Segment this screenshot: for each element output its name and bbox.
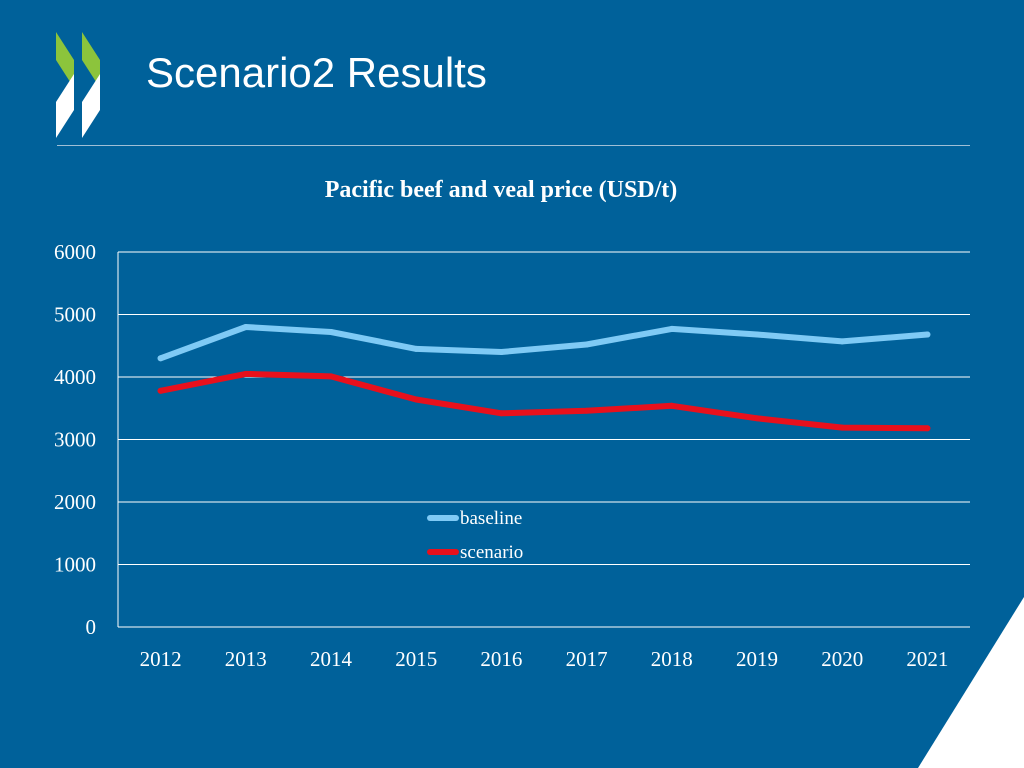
y-tick-label: 3000 <box>54 428 96 452</box>
x-tick-label: 2020 <box>821 647 863 671</box>
x-tick-label: 2015 <box>395 647 437 671</box>
x-tick-label: 2013 <box>225 647 267 671</box>
data-point-scenario <box>583 407 590 414</box>
data-point-scenario <box>413 396 420 403</box>
data-point-baseline <box>668 325 675 332</box>
data-point-scenario <box>839 424 846 431</box>
y-tick-label: 4000 <box>54 365 96 389</box>
data-point-baseline <box>839 338 846 345</box>
slide-title: Scenario2 Results <box>146 49 487 96</box>
data-point-baseline <box>583 341 590 348</box>
chart-title: Pacific beef and veal price (USD/t) <box>325 177 678 203</box>
title-divider <box>57 145 970 146</box>
data-point-scenario <box>328 373 334 380</box>
y-tick-label: 5000 <box>54 303 96 327</box>
legend-label-scenario: scenario <box>460 542 523 563</box>
oecd-logo-icon <box>56 32 100 138</box>
x-tick-label: 2021 <box>906 647 948 671</box>
data-point-baseline <box>413 345 420 352</box>
series-line-baseline <box>157 324 931 362</box>
data-point-scenario <box>157 387 164 394</box>
y-tick-label: 0 <box>86 615 97 639</box>
series-line-scenario <box>157 370 931 432</box>
x-tick-label: 2012 <box>140 647 182 671</box>
data-point-scenario <box>924 425 931 432</box>
data-point-baseline <box>242 324 249 330</box>
data-point-scenario <box>242 370 249 377</box>
data-point-baseline <box>498 349 505 355</box>
data-point-scenario <box>754 415 760 422</box>
x-tick-label: 2016 <box>480 647 522 671</box>
data-point-baseline <box>924 331 931 338</box>
data-point-baseline <box>157 355 164 362</box>
y-tick-label: 6000 <box>54 240 96 264</box>
y-tick-label: 1000 <box>54 553 96 577</box>
legend-label-baseline: baseline <box>460 508 522 529</box>
y-tick-label: 2000 <box>54 490 96 514</box>
data-point-scenario <box>498 410 505 417</box>
x-tick-label: 2014 <box>310 647 353 671</box>
data-point-scenario <box>668 402 675 409</box>
x-tick-label: 2017 <box>566 647 608 671</box>
data-point-baseline <box>328 329 334 335</box>
x-tick-label: 2018 <box>651 647 693 671</box>
x-tick-label: 2019 <box>736 647 778 671</box>
data-point-baseline <box>754 331 760 338</box>
